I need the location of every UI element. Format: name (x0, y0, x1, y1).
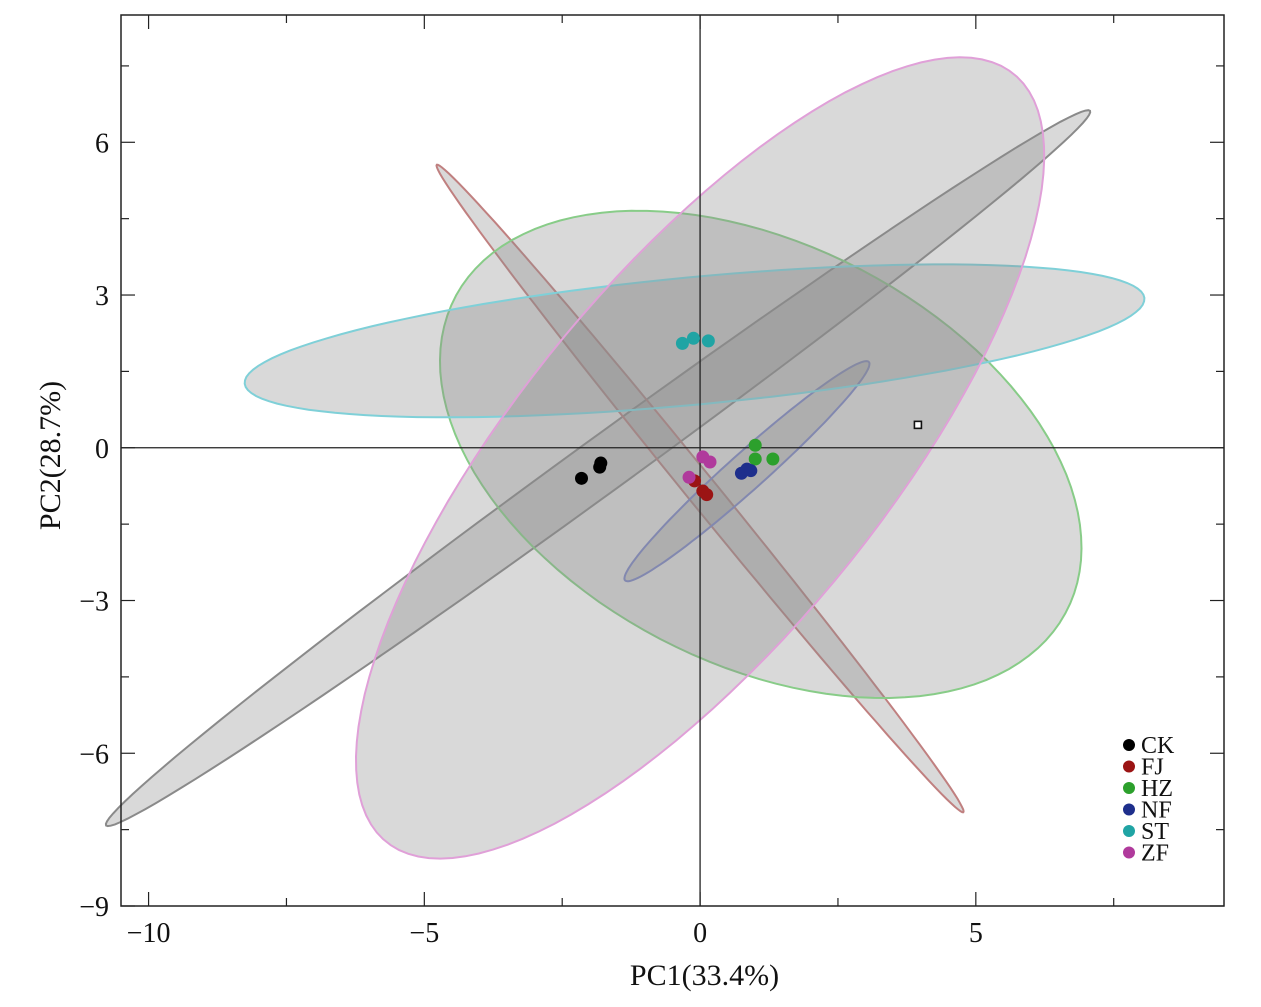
point-ck-3 (593, 460, 607, 474)
ellipse-hz (438, 209, 1083, 700)
point-zf-1 (682, 470, 696, 484)
x-tick-label: −10 (127, 918, 171, 949)
y-tick-label: 0 (95, 434, 109, 465)
y-axis-title: PC2(28.7%) (34, 381, 67, 530)
legend-label-zf: ZF (1141, 841, 1169, 867)
point-hz-3 (766, 452, 780, 466)
legend-marker-nf (1123, 803, 1135, 816)
plot-frame (120, 14, 1225, 907)
confidence-ellipses (104, 56, 1146, 860)
legend-marker-st (1123, 825, 1135, 837)
axis-ticks (121, 15, 1224, 907)
point-zf-3 (703, 455, 717, 469)
data-points (575, 331, 780, 502)
point-nf-3 (744, 464, 758, 478)
axis-tick-labels: −10 −5 0 5 −9 −6 −3 0 3 6 (79, 128, 983, 949)
point-st-1 (675, 336, 689, 350)
point-fj-3 (700, 488, 714, 502)
annotations (913, 420, 923, 430)
x-axis-title: PC1(33.4%) (630, 959, 779, 992)
x-tick-label: 5 (969, 918, 983, 949)
y-tick-label: −6 (79, 739, 109, 770)
legend-label-hz: HZ (1141, 776, 1173, 802)
legend-label-nf: NF (1141, 798, 1172, 824)
point-hz-2 (748, 452, 762, 466)
point-hz-1 (748, 438, 762, 452)
y-tick-label: 3 (95, 281, 109, 312)
y-tick-label: 6 (95, 128, 109, 159)
legend-marker-hz (1123, 782, 1135, 794)
point-st-2 (686, 331, 700, 345)
y-tick-label: −9 (79, 892, 109, 923)
y-tick-label: −3 (79, 587, 109, 618)
legend-marker-ck (1123, 739, 1135, 751)
x-tick-label: −5 (409, 918, 439, 949)
point-ck-1 (575, 471, 589, 485)
legend-label-fj: FJ (1141, 755, 1164, 781)
x-tick-label: 0 (693, 918, 707, 949)
annotation-marker-1 (913, 420, 923, 430)
point-st-3 (701, 334, 715, 348)
legend-label-ck: CK (1141, 733, 1175, 759)
legend-label-st: ST (1141, 819, 1169, 845)
legend-marker-zf (1123, 846, 1135, 859)
legend-marker-fj (1123, 760, 1135, 773)
